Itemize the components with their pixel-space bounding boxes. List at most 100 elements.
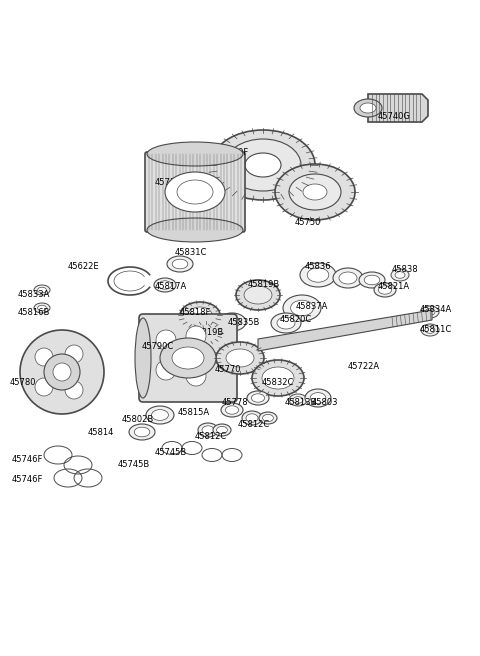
Ellipse shape [421, 324, 439, 336]
Text: 45710F: 45710F [155, 178, 186, 187]
Text: 45813B: 45813B [285, 398, 317, 407]
Ellipse shape [218, 313, 246, 331]
Text: 45819B: 45819B [192, 328, 224, 337]
Ellipse shape [425, 309, 435, 316]
Ellipse shape [391, 269, 409, 281]
Ellipse shape [152, 409, 168, 420]
Ellipse shape [44, 354, 80, 390]
Ellipse shape [211, 130, 315, 200]
Ellipse shape [245, 153, 281, 177]
Text: 45812C: 45812C [195, 432, 227, 441]
Text: 45720F: 45720F [218, 148, 249, 157]
Text: 45837A: 45837A [296, 302, 328, 311]
Ellipse shape [226, 406, 239, 414]
Ellipse shape [271, 313, 301, 333]
Ellipse shape [34, 285, 50, 295]
Ellipse shape [395, 272, 405, 278]
Text: 45833A: 45833A [18, 290, 50, 299]
FancyBboxPatch shape [139, 314, 237, 402]
Ellipse shape [172, 347, 204, 369]
Ellipse shape [134, 427, 150, 437]
Ellipse shape [202, 426, 214, 434]
Ellipse shape [262, 367, 294, 389]
Text: 45740G: 45740G [378, 112, 411, 121]
Ellipse shape [37, 305, 47, 311]
Ellipse shape [364, 276, 380, 285]
Ellipse shape [216, 342, 264, 374]
Text: 45770: 45770 [215, 365, 241, 374]
Ellipse shape [135, 318, 151, 398]
Ellipse shape [339, 272, 357, 284]
Ellipse shape [310, 392, 326, 403]
Text: 45817A: 45817A [155, 282, 187, 291]
Ellipse shape [275, 164, 355, 220]
Circle shape [65, 345, 83, 363]
Ellipse shape [180, 302, 220, 328]
Ellipse shape [147, 218, 243, 242]
Ellipse shape [236, 280, 280, 310]
Ellipse shape [197, 327, 215, 339]
Ellipse shape [290, 300, 313, 316]
Ellipse shape [247, 391, 269, 405]
Text: 45622E: 45622E [68, 262, 100, 271]
Ellipse shape [289, 174, 341, 210]
Polygon shape [258, 310, 432, 351]
Ellipse shape [167, 256, 193, 272]
Text: 45838: 45838 [392, 265, 419, 274]
Ellipse shape [246, 414, 258, 422]
Circle shape [186, 366, 206, 386]
Circle shape [186, 326, 206, 346]
Ellipse shape [277, 317, 295, 329]
Ellipse shape [378, 286, 392, 294]
Ellipse shape [158, 281, 172, 289]
Text: 45745B: 45745B [155, 448, 187, 457]
Ellipse shape [333, 268, 363, 288]
Ellipse shape [53, 363, 71, 381]
Ellipse shape [421, 306, 439, 318]
Polygon shape [368, 94, 428, 122]
Text: 45818F: 45818F [180, 308, 211, 317]
Ellipse shape [283, 295, 321, 321]
Ellipse shape [244, 286, 272, 304]
Ellipse shape [20, 330, 104, 414]
FancyBboxPatch shape [145, 152, 245, 232]
Text: 45811C: 45811C [420, 325, 452, 334]
Text: 45834A: 45834A [420, 305, 452, 314]
Text: 45814: 45814 [88, 428, 114, 437]
Text: 45835B: 45835B [228, 318, 260, 327]
Ellipse shape [160, 338, 216, 378]
Ellipse shape [226, 349, 254, 367]
Ellipse shape [198, 423, 218, 437]
Ellipse shape [293, 397, 303, 403]
Circle shape [35, 348, 53, 366]
Ellipse shape [37, 287, 47, 293]
Text: 45722A: 45722A [348, 362, 380, 371]
Text: 45815A: 45815A [178, 408, 210, 417]
Text: 45790C: 45790C [142, 342, 174, 351]
Ellipse shape [374, 283, 396, 297]
Ellipse shape [154, 278, 176, 292]
Ellipse shape [146, 406, 174, 424]
Ellipse shape [259, 412, 277, 424]
Circle shape [48, 363, 66, 381]
Text: 45821A: 45821A [378, 282, 410, 291]
Ellipse shape [425, 327, 435, 333]
Text: 45819B: 45819B [248, 280, 280, 289]
Ellipse shape [216, 426, 228, 434]
Ellipse shape [224, 317, 240, 327]
Ellipse shape [172, 259, 188, 269]
Ellipse shape [289, 394, 307, 406]
Circle shape [156, 360, 176, 380]
Text: 45812C: 45812C [238, 420, 270, 429]
Text: 45750: 45750 [295, 218, 322, 227]
Circle shape [170, 346, 190, 366]
Ellipse shape [242, 411, 262, 425]
Ellipse shape [213, 424, 231, 436]
Text: 45745B: 45745B [118, 460, 150, 469]
Ellipse shape [147, 142, 243, 166]
Text: 45836: 45836 [305, 262, 332, 271]
Text: 45746F: 45746F [12, 455, 43, 464]
Text: 45803: 45803 [312, 398, 338, 407]
Ellipse shape [177, 180, 213, 204]
Text: 45746F: 45746F [12, 475, 43, 484]
